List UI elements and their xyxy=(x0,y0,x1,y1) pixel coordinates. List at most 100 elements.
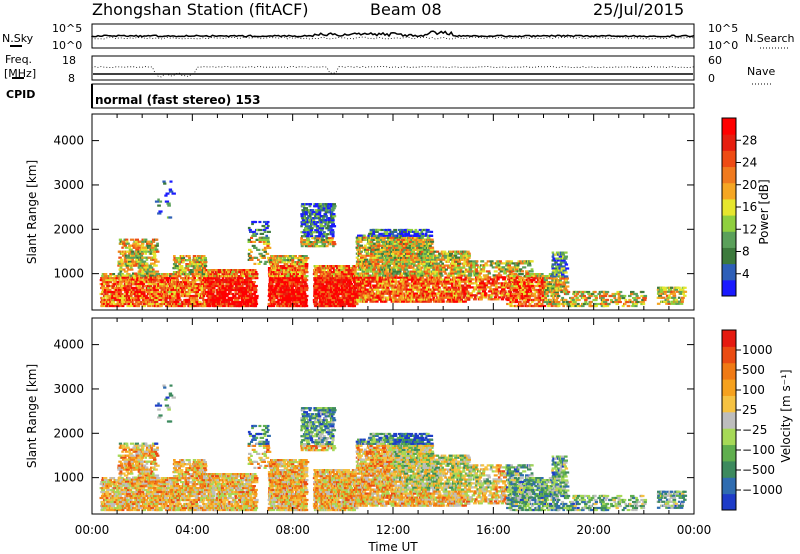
power-cell xyxy=(362,286,367,289)
power-cell xyxy=(130,300,134,304)
power-cell xyxy=(291,281,294,284)
power-cell xyxy=(134,246,138,249)
power-cell xyxy=(119,258,124,261)
power-cell xyxy=(247,300,252,304)
power-cell xyxy=(147,290,152,294)
power-cell xyxy=(405,280,409,283)
power-cell xyxy=(172,294,176,298)
power-cell xyxy=(166,279,170,282)
power-cell xyxy=(103,275,108,278)
power-cell xyxy=(281,265,286,268)
power-cell xyxy=(313,213,317,216)
power-cell xyxy=(127,273,131,276)
power-cell xyxy=(425,270,429,273)
power-cell xyxy=(194,257,197,260)
power-cell xyxy=(115,286,120,290)
power-cell xyxy=(119,302,123,306)
power-cell xyxy=(185,290,188,294)
power-cell xyxy=(248,275,252,278)
power-cell xyxy=(113,286,117,290)
power-cell xyxy=(411,290,414,293)
power-cell xyxy=(140,290,144,294)
power-cell xyxy=(168,216,173,219)
power-cell xyxy=(106,302,109,306)
power-cell xyxy=(304,227,309,230)
power-cell xyxy=(141,283,145,286)
power-cell xyxy=(198,284,203,288)
power-cell xyxy=(162,180,166,183)
power-cell xyxy=(203,259,208,262)
power-cell xyxy=(268,279,272,282)
power-cell xyxy=(209,290,212,294)
power-cell xyxy=(237,277,242,280)
power-cell xyxy=(283,277,287,280)
power-cell xyxy=(372,268,376,271)
power-cell xyxy=(299,302,303,306)
power-cell xyxy=(254,271,258,274)
power-cell xyxy=(135,262,140,265)
power-cell xyxy=(325,223,330,226)
power-cell xyxy=(155,264,158,267)
power-cell xyxy=(227,283,231,286)
power-cell xyxy=(382,280,387,283)
power-cell xyxy=(144,268,149,271)
power-cell xyxy=(195,269,200,272)
power-cell xyxy=(304,296,308,300)
power-cell xyxy=(151,258,156,261)
power-cell xyxy=(185,300,189,304)
power-cell xyxy=(196,275,200,278)
power-cell xyxy=(351,269,355,272)
power-cell xyxy=(404,278,408,281)
power-cell xyxy=(262,248,267,251)
power-cell xyxy=(265,222,269,226)
power-cell xyxy=(201,257,205,260)
power-cell xyxy=(309,217,315,220)
power-cell xyxy=(276,259,279,262)
power-cell xyxy=(206,302,211,306)
power-cell xyxy=(141,268,145,271)
power-cell xyxy=(300,215,304,218)
power-cell xyxy=(121,240,126,243)
power-cell xyxy=(290,286,294,290)
power-cell xyxy=(414,284,419,287)
power-cell xyxy=(412,270,417,273)
power-cell xyxy=(120,262,125,265)
power-cell xyxy=(142,240,146,243)
power-cell xyxy=(299,300,303,304)
power-cell xyxy=(211,271,215,274)
power-cell xyxy=(116,302,120,306)
power-cell xyxy=(357,248,361,251)
power-cell xyxy=(332,205,337,208)
power-cell xyxy=(117,278,121,281)
power-cell xyxy=(304,213,308,216)
power-cell xyxy=(103,283,107,286)
power-cell xyxy=(150,278,154,281)
power-cell xyxy=(154,260,157,263)
power-cell xyxy=(314,225,317,228)
power-cell xyxy=(131,262,136,265)
power-cell xyxy=(249,271,253,274)
power-cell xyxy=(181,284,185,288)
power-cell xyxy=(300,275,304,278)
power-cell xyxy=(199,292,204,296)
power-cell xyxy=(150,296,155,300)
power-cell xyxy=(125,284,128,288)
power-cell xyxy=(287,267,292,270)
power-cell xyxy=(315,286,320,290)
power-cell xyxy=(159,200,163,203)
power-cell xyxy=(126,294,131,298)
power-cell xyxy=(196,259,201,262)
power-cell xyxy=(123,264,127,267)
power-cell xyxy=(155,270,160,273)
power-cell xyxy=(137,246,142,249)
power-cell xyxy=(173,255,176,258)
power-cell xyxy=(245,277,250,280)
power-cell xyxy=(323,245,327,248)
power-cell xyxy=(367,278,370,281)
power-cell xyxy=(116,284,120,288)
power-cell xyxy=(172,263,178,266)
power-cell xyxy=(294,255,297,258)
power-cell xyxy=(209,283,214,286)
power-cell xyxy=(211,290,216,294)
power-cell xyxy=(269,261,274,264)
